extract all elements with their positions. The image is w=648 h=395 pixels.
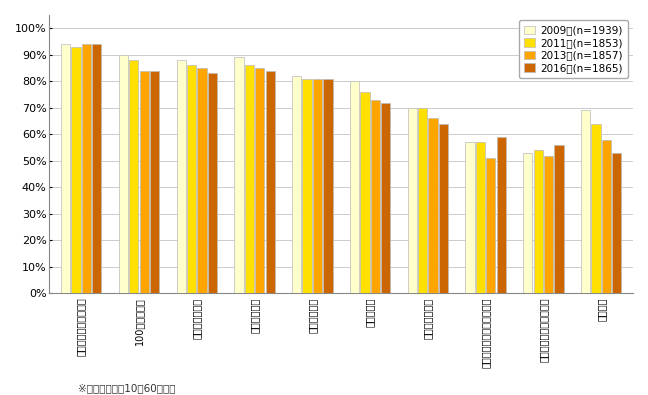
Bar bbox=[129, 60, 139, 293]
Bar bbox=[360, 92, 369, 293]
Bar bbox=[92, 44, 101, 293]
Bar bbox=[612, 153, 621, 293]
Bar bbox=[119, 55, 128, 293]
Bar bbox=[476, 142, 485, 293]
Bar bbox=[266, 71, 275, 293]
Bar bbox=[523, 153, 533, 293]
Bar bbox=[235, 57, 244, 293]
Bar bbox=[496, 137, 506, 293]
Bar bbox=[544, 156, 553, 293]
Bar bbox=[303, 79, 312, 293]
Bar bbox=[61, 44, 70, 293]
Bar bbox=[408, 108, 417, 293]
Bar bbox=[465, 142, 475, 293]
Bar bbox=[323, 79, 332, 293]
Bar bbox=[581, 111, 590, 293]
Bar bbox=[198, 68, 207, 293]
Bar bbox=[139, 71, 149, 293]
Legend: 2009年(n=1939), 2011年(n=1853), 2013年(n=1857), 2016年(n=1865): 2009年(n=1939), 2011年(n=1853), 2013年(n=18… bbox=[519, 20, 628, 79]
Bar bbox=[486, 158, 496, 293]
Bar bbox=[82, 44, 91, 293]
Bar bbox=[292, 76, 301, 293]
Bar bbox=[255, 68, 264, 293]
Bar bbox=[350, 81, 359, 293]
Bar bbox=[428, 118, 437, 293]
Bar bbox=[592, 124, 601, 293]
Bar bbox=[439, 124, 448, 293]
Bar bbox=[381, 103, 390, 293]
Bar bbox=[602, 140, 611, 293]
Bar bbox=[418, 108, 427, 293]
Bar bbox=[245, 66, 254, 293]
Bar bbox=[555, 145, 564, 293]
Bar bbox=[187, 66, 196, 293]
Bar bbox=[371, 100, 380, 293]
Bar bbox=[176, 60, 186, 293]
Bar bbox=[533, 150, 543, 293]
Bar bbox=[208, 73, 217, 293]
Bar bbox=[71, 47, 80, 293]
Bar bbox=[150, 71, 159, 293]
Bar bbox=[313, 79, 322, 293]
Text: ※関東・関西の10～60代男女: ※関東・関西の10～60代男女 bbox=[78, 383, 175, 393]
